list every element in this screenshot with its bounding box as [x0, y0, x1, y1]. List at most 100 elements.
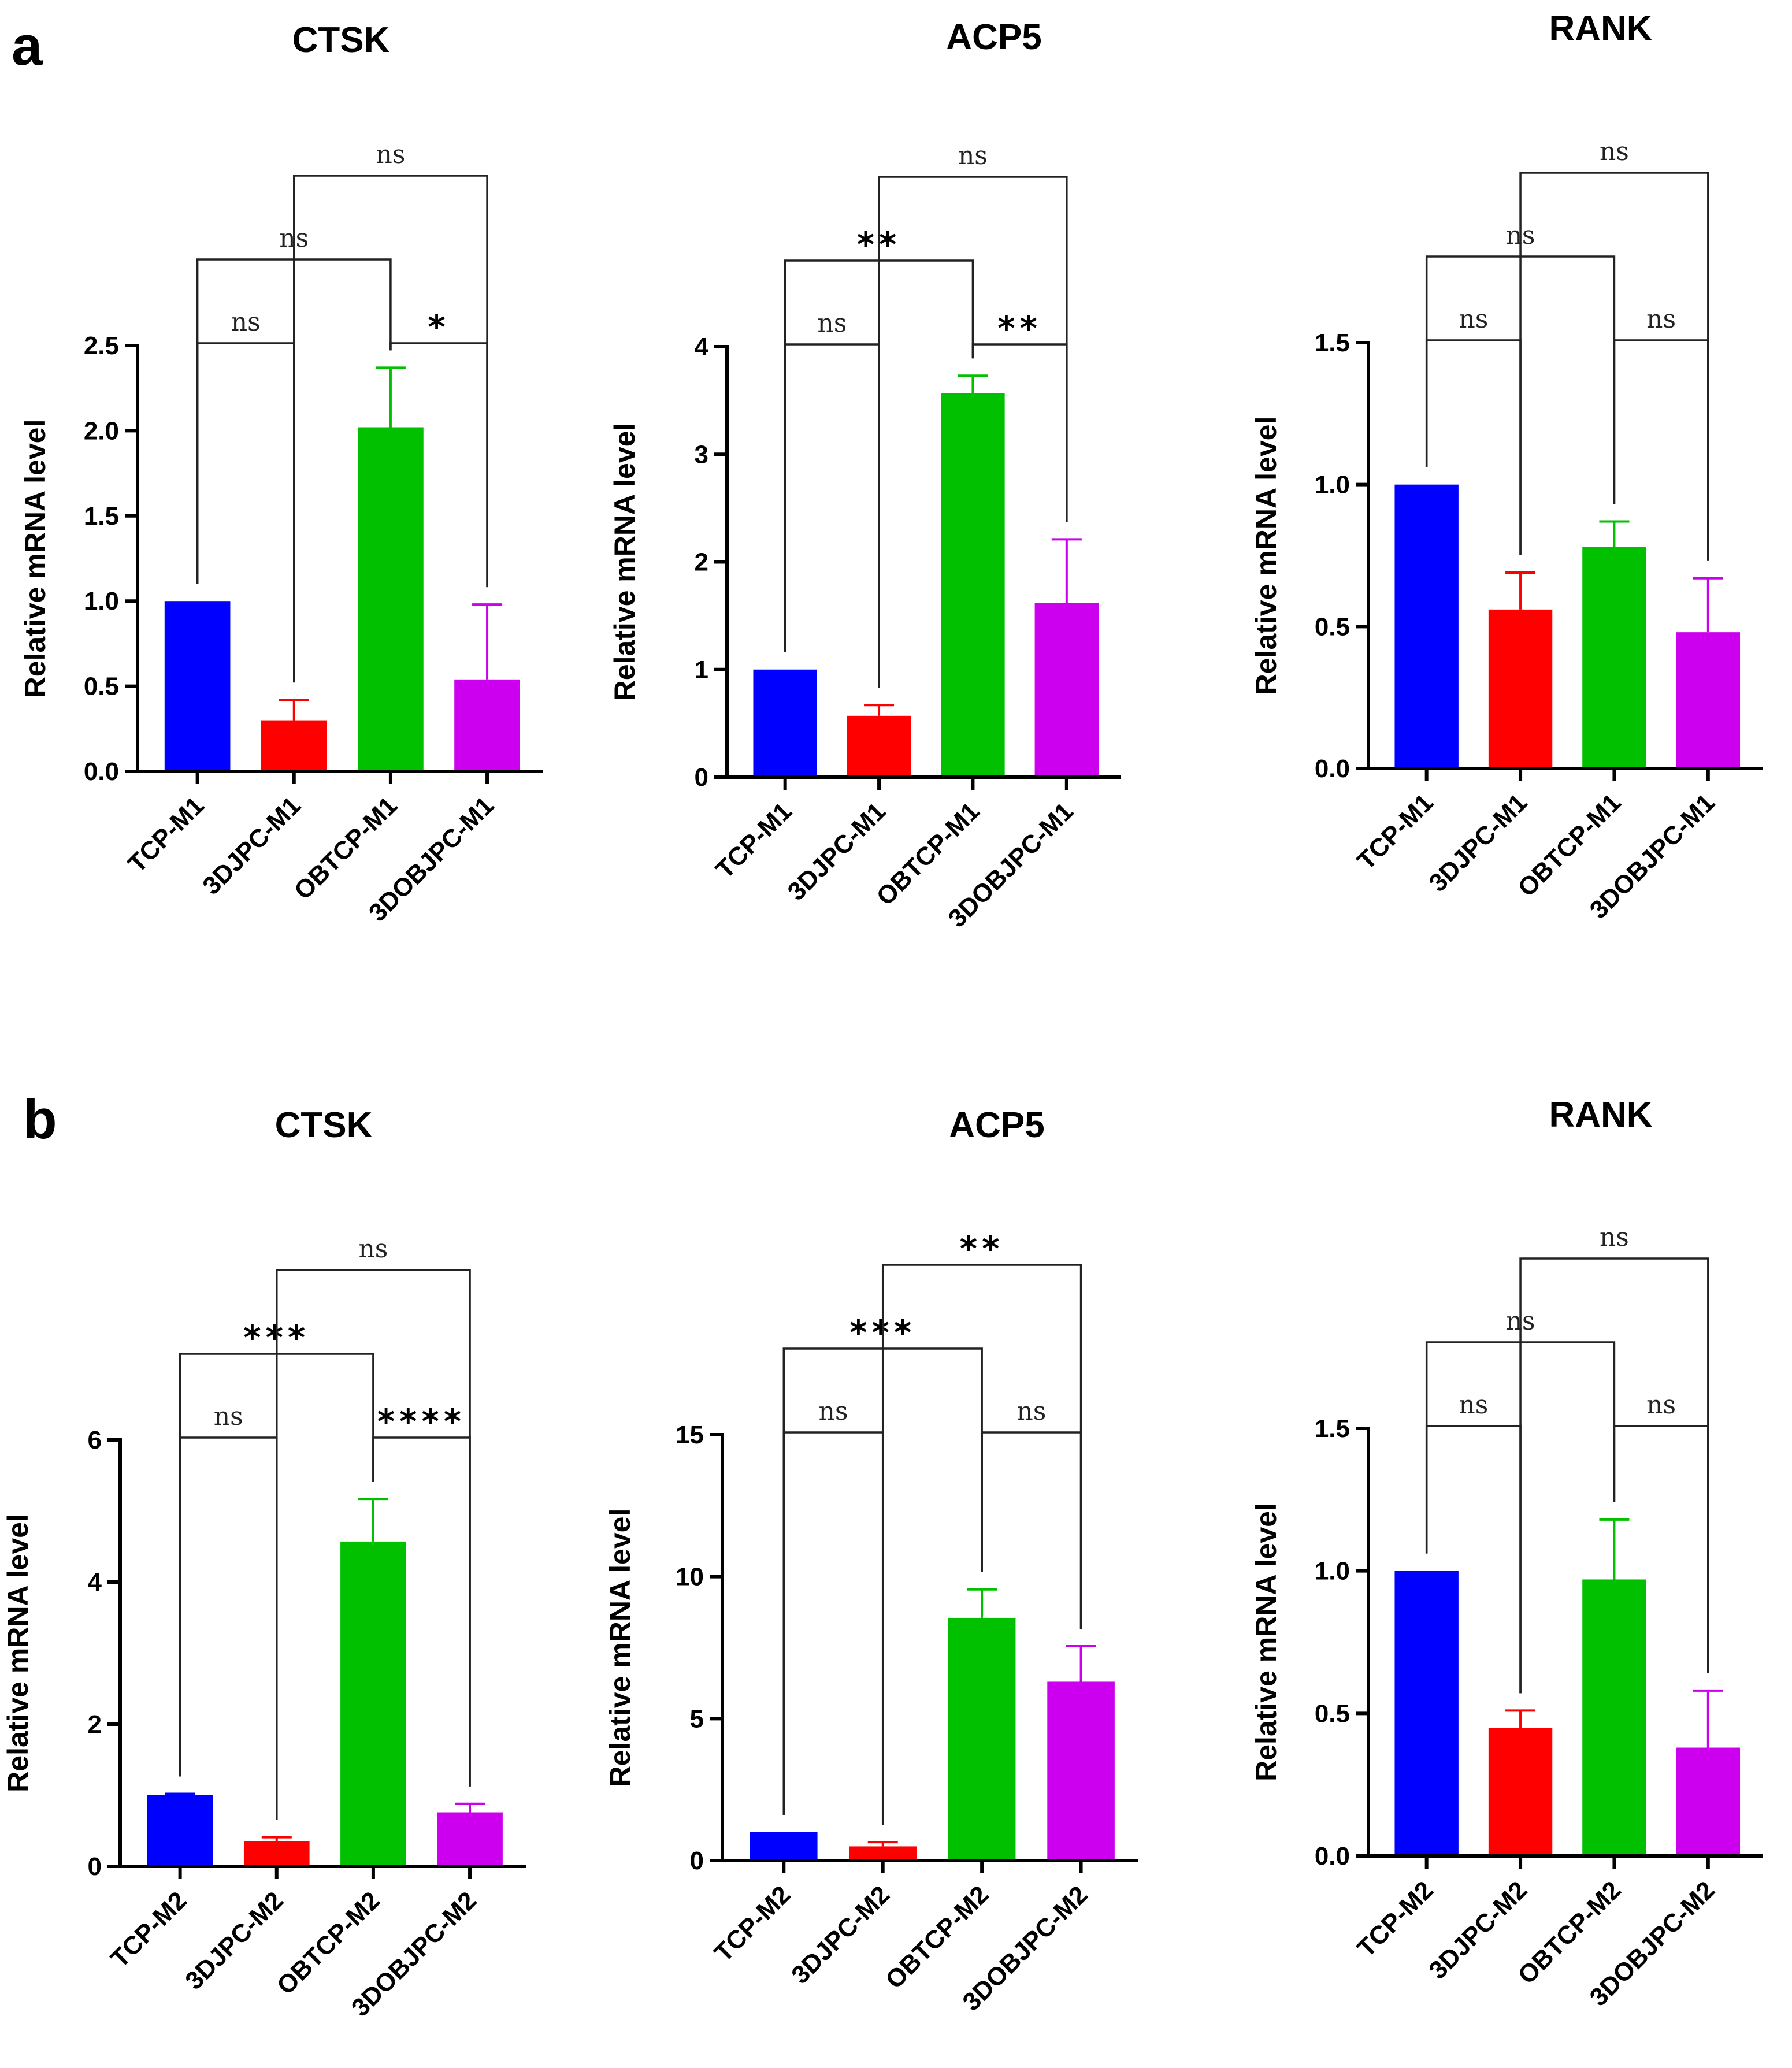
bar-obtcp-m2 — [948, 1617, 1016, 1861]
significance-bracket — [981, 1431, 1082, 1629]
bar-3dobjpc-m2 — [1676, 1747, 1741, 1856]
significance-bracket — [782, 1431, 884, 1825]
chart-b-rank: RANK Relative mRNA level 0.0 0.5 1.0 1.5 TCP-M… — [1250, 1095, 1763, 2012]
y-tick-label: 1.0 — [1315, 471, 1350, 499]
y-tick-label: 15 — [676, 1421, 704, 1449]
bar-3djpc-m2 — [1488, 1728, 1553, 1856]
bar-tcp-m1 — [753, 669, 817, 777]
y-tick-label: 1.5 — [1315, 329, 1350, 357]
bar-obtcp-m1 — [941, 393, 1005, 777]
bar-tcp-m2 — [147, 1795, 213, 1866]
x-tick-label: TCP-M1 — [123, 791, 209, 878]
significance-label: ns — [1459, 1390, 1488, 1420]
bar-3djpc-m1 — [1488, 609, 1553, 768]
chart-title: CTSK — [292, 20, 390, 60]
significance-label: ns — [358, 1234, 388, 1264]
panel-letter-b: b — [23, 1089, 57, 1150]
y-tick-label: 4 — [695, 333, 709, 361]
significance-bracket — [276, 1269, 471, 1820]
significance-label: ns — [958, 141, 988, 170]
y-tick-label: 0.5 — [84, 673, 119, 701]
charts: CTSK Relative mRNA level 0.0 0.5 1.0 1.5 2.0 2.… — [2, 9, 1763, 2022]
y-tick-label: 2.5 — [84, 332, 119, 360]
y-tick-label: 1.5 — [84, 502, 119, 530]
x-tick-label: 3DJPC-M2 — [786, 1880, 895, 1989]
y-axis-label: Relative mRNA level — [1250, 417, 1282, 695]
y-tick-label: 0 — [695, 763, 708, 792]
significance-label: ns — [376, 140, 405, 169]
x-tick-label: TCP-M1 — [1352, 788, 1438, 875]
y-tick-label: 1 — [695, 656, 708, 684]
bar-obtcp-m1 — [1582, 547, 1646, 768]
bar-obtcp-m1 — [358, 427, 424, 771]
y-tick-label: 10 — [676, 1563, 704, 1591]
y-tick-label: 4 — [88, 1568, 102, 1597]
significance-label: ns — [817, 309, 847, 338]
y-tick-label: 0 — [690, 1847, 704, 1875]
chart-b-acp5: ACP5 Relative mRNA level 0 5 10 15 TCP-M23DJPC… — [604, 1105, 1138, 2017]
chart-title: ACP5 — [946, 17, 1041, 57]
bar-3dobjpc-m2 — [1047, 1681, 1115, 1861]
x-tick-label: TCP-M1 — [710, 797, 797, 883]
significance-label: ns — [1646, 1390, 1676, 1420]
bar-tcp-m2 — [1394, 1571, 1459, 1856]
significance-bracket — [1519, 1257, 1709, 1694]
y-tick-label: 0.5 — [1315, 612, 1350, 641]
significance-bracket — [1613, 339, 1709, 561]
y-axis-label: Relative mRNA level — [604, 1509, 636, 1787]
y-tick-label: 2.0 — [84, 417, 119, 445]
significance-label: ** — [960, 1229, 1004, 1268]
bar-3djpc-m1 — [261, 720, 327, 771]
bar-tcp-m2 — [750, 1832, 818, 1861]
y-axis-label: Relative mRNA level — [2, 1514, 34, 1792]
y-tick-label: 2 — [88, 1710, 102, 1739]
significance-label: ns — [1459, 305, 1488, 334]
significance-label: ns — [819, 1397, 848, 1426]
x-tick-label: TCP-M2 — [709, 1880, 796, 1967]
significance-bracket — [878, 176, 1068, 688]
significance-label: * — [428, 307, 450, 347]
bar-3dobjpc-m1 — [1034, 603, 1099, 777]
chart-a-ctsk: CTSK Relative mRNA level 0.0 0.5 1.0 1.5 2.0 2.… — [19, 20, 543, 927]
chart-a-rank: RANK Relative mRNA level 0.0 0.5 1.0 1.5 TCP-M… — [1250, 9, 1763, 925]
y-tick-label: 6 — [88, 1426, 102, 1454]
bar-3dobjpc-m1 — [454, 679, 520, 771]
significance-label: *** — [243, 1318, 310, 1357]
x-tick-label: TCP-M2 — [1352, 1876, 1438, 1962]
y-tick-label: 0 — [88, 1852, 102, 1881]
bar-3dobjpc-m1 — [1676, 632, 1741, 768]
significance-label: ns — [214, 1402, 243, 1431]
chart-title: ACP5 — [949, 1105, 1044, 1145]
significance-label: *** — [849, 1313, 916, 1352]
y-tick-label: 0.0 — [84, 758, 119, 786]
significance-label: ns — [1600, 137, 1629, 166]
chart-title: RANK — [1549, 1095, 1652, 1135]
significance-label: **** — [377, 1402, 466, 1441]
bar-obtcp-m2 — [340, 1541, 406, 1866]
bar-3dobjpc-m2 — [437, 1812, 503, 1866]
y-tick-label: 1.0 — [84, 587, 119, 615]
chart-title: RANK — [1549, 9, 1652, 49]
significance-label: ns — [1646, 305, 1676, 334]
x-tick-label: TCP-M2 — [105, 1886, 192, 1973]
bar-obtcp-m2 — [1582, 1579, 1646, 1856]
bar-tcp-m1 — [164, 601, 231, 771]
significance-bracket — [1519, 172, 1709, 561]
significance-label: ns — [1016, 1397, 1046, 1426]
significance-bracket — [293, 175, 488, 683]
y-tick-label: 1.0 — [1315, 1557, 1350, 1586]
y-tick-label: 0.0 — [1315, 1842, 1350, 1870]
y-tick-label: 5 — [690, 1705, 704, 1733]
y-axis-label: Relative mRNA level — [1250, 1503, 1282, 1781]
y-tick-label: 0.5 — [1315, 1699, 1350, 1728]
significance-label: ** — [997, 309, 1042, 348]
significance-bracket — [881, 1264, 1082, 1825]
significance-label: ** — [857, 225, 901, 264]
y-axis-label: Relative mRNA level — [609, 423, 641, 701]
significance-label: ns — [231, 307, 261, 337]
significance-bracket — [784, 343, 880, 688]
bar-tcp-m1 — [1394, 484, 1459, 768]
